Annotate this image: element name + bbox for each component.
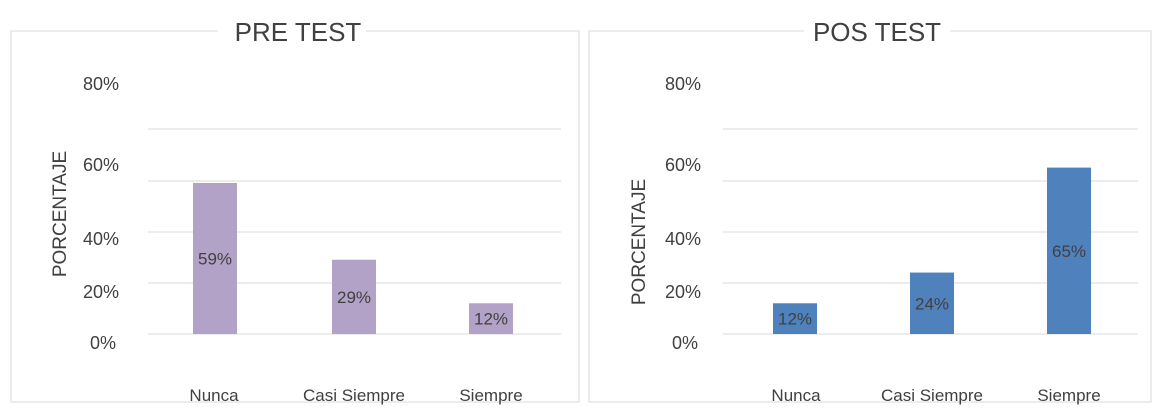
bar-nunca — [773, 303, 817, 334]
category-label: Siempre — [1037, 386, 1100, 405]
pre-test-categories: Nunca Casi Siempre Siempre — [189, 386, 522, 405]
bar-casi-siempre — [332, 259, 376, 334]
y-tick-label: 40% — [83, 229, 119, 249]
y-tick-label: 40% — [665, 229, 701, 249]
bar-siempre — [1047, 167, 1091, 334]
pre-test-title: PRE TEST — [235, 17, 362, 47]
category-label: Nunca — [189, 386, 239, 405]
bar-data-label: 59% — [198, 249, 232, 268]
pos-test-chart: POS TEST 80% 60% 40% 20% 0% PORCENTAJE 1… — [588, 17, 1152, 405]
y-tick-label: 80% — [665, 74, 701, 94]
pos-test-bars: 12% 24% 65% — [773, 167, 1091, 334]
bar-data-label: 24% — [915, 294, 949, 313]
bar-data-label: 29% — [337, 288, 371, 307]
pre-test-chart: PRE TEST 80% 60% 40% 20% 0% PORCENTAJE 5… — [10, 17, 580, 405]
y-tick-label: 0% — [90, 333, 116, 353]
category-label: Casi Siempre — [303, 386, 405, 405]
pre-test-bars: 59% 29% 12% — [193, 182, 513, 334]
y-tick-label: 0% — [672, 333, 698, 353]
bar-nunca — [193, 182, 237, 334]
pos-test-categories: Nunca Casi Siempre Siempre — [771, 386, 1100, 405]
category-label: Siempre — [459, 386, 522, 405]
category-label: Nunca — [771, 386, 821, 405]
bar-siempre — [469, 303, 513, 334]
pos-test-title: POS TEST — [813, 17, 941, 47]
y-tick-label: 80% — [83, 74, 119, 94]
y-tick-label: 60% — [665, 155, 701, 175]
pre-test-y-ticks: 80% 60% 40% 20% 0% — [83, 74, 119, 353]
bar-data-label: 12% — [474, 310, 508, 329]
y-tick-label: 20% — [665, 282, 701, 302]
pre-test-y-axis-label: PORCENTAJE — [50, 151, 71, 277]
category-label: Casi Siempre — [881, 386, 983, 405]
bar-data-label: 12% — [778, 310, 812, 329]
pre-test-frame — [10, 30, 580, 403]
y-tick-label: 20% — [83, 282, 119, 302]
bar-casi-siempre — [910, 272, 954, 334]
bar-data-label: 65% — [1052, 242, 1086, 261]
y-tick-label: 60% — [83, 155, 119, 175]
pos-test-y-ticks: 80% 60% 40% 20% 0% — [665, 74, 701, 353]
pos-test-frame — [588, 30, 1152, 403]
pos-test-y-axis-label: PORCENTAJE — [629, 179, 650, 305]
